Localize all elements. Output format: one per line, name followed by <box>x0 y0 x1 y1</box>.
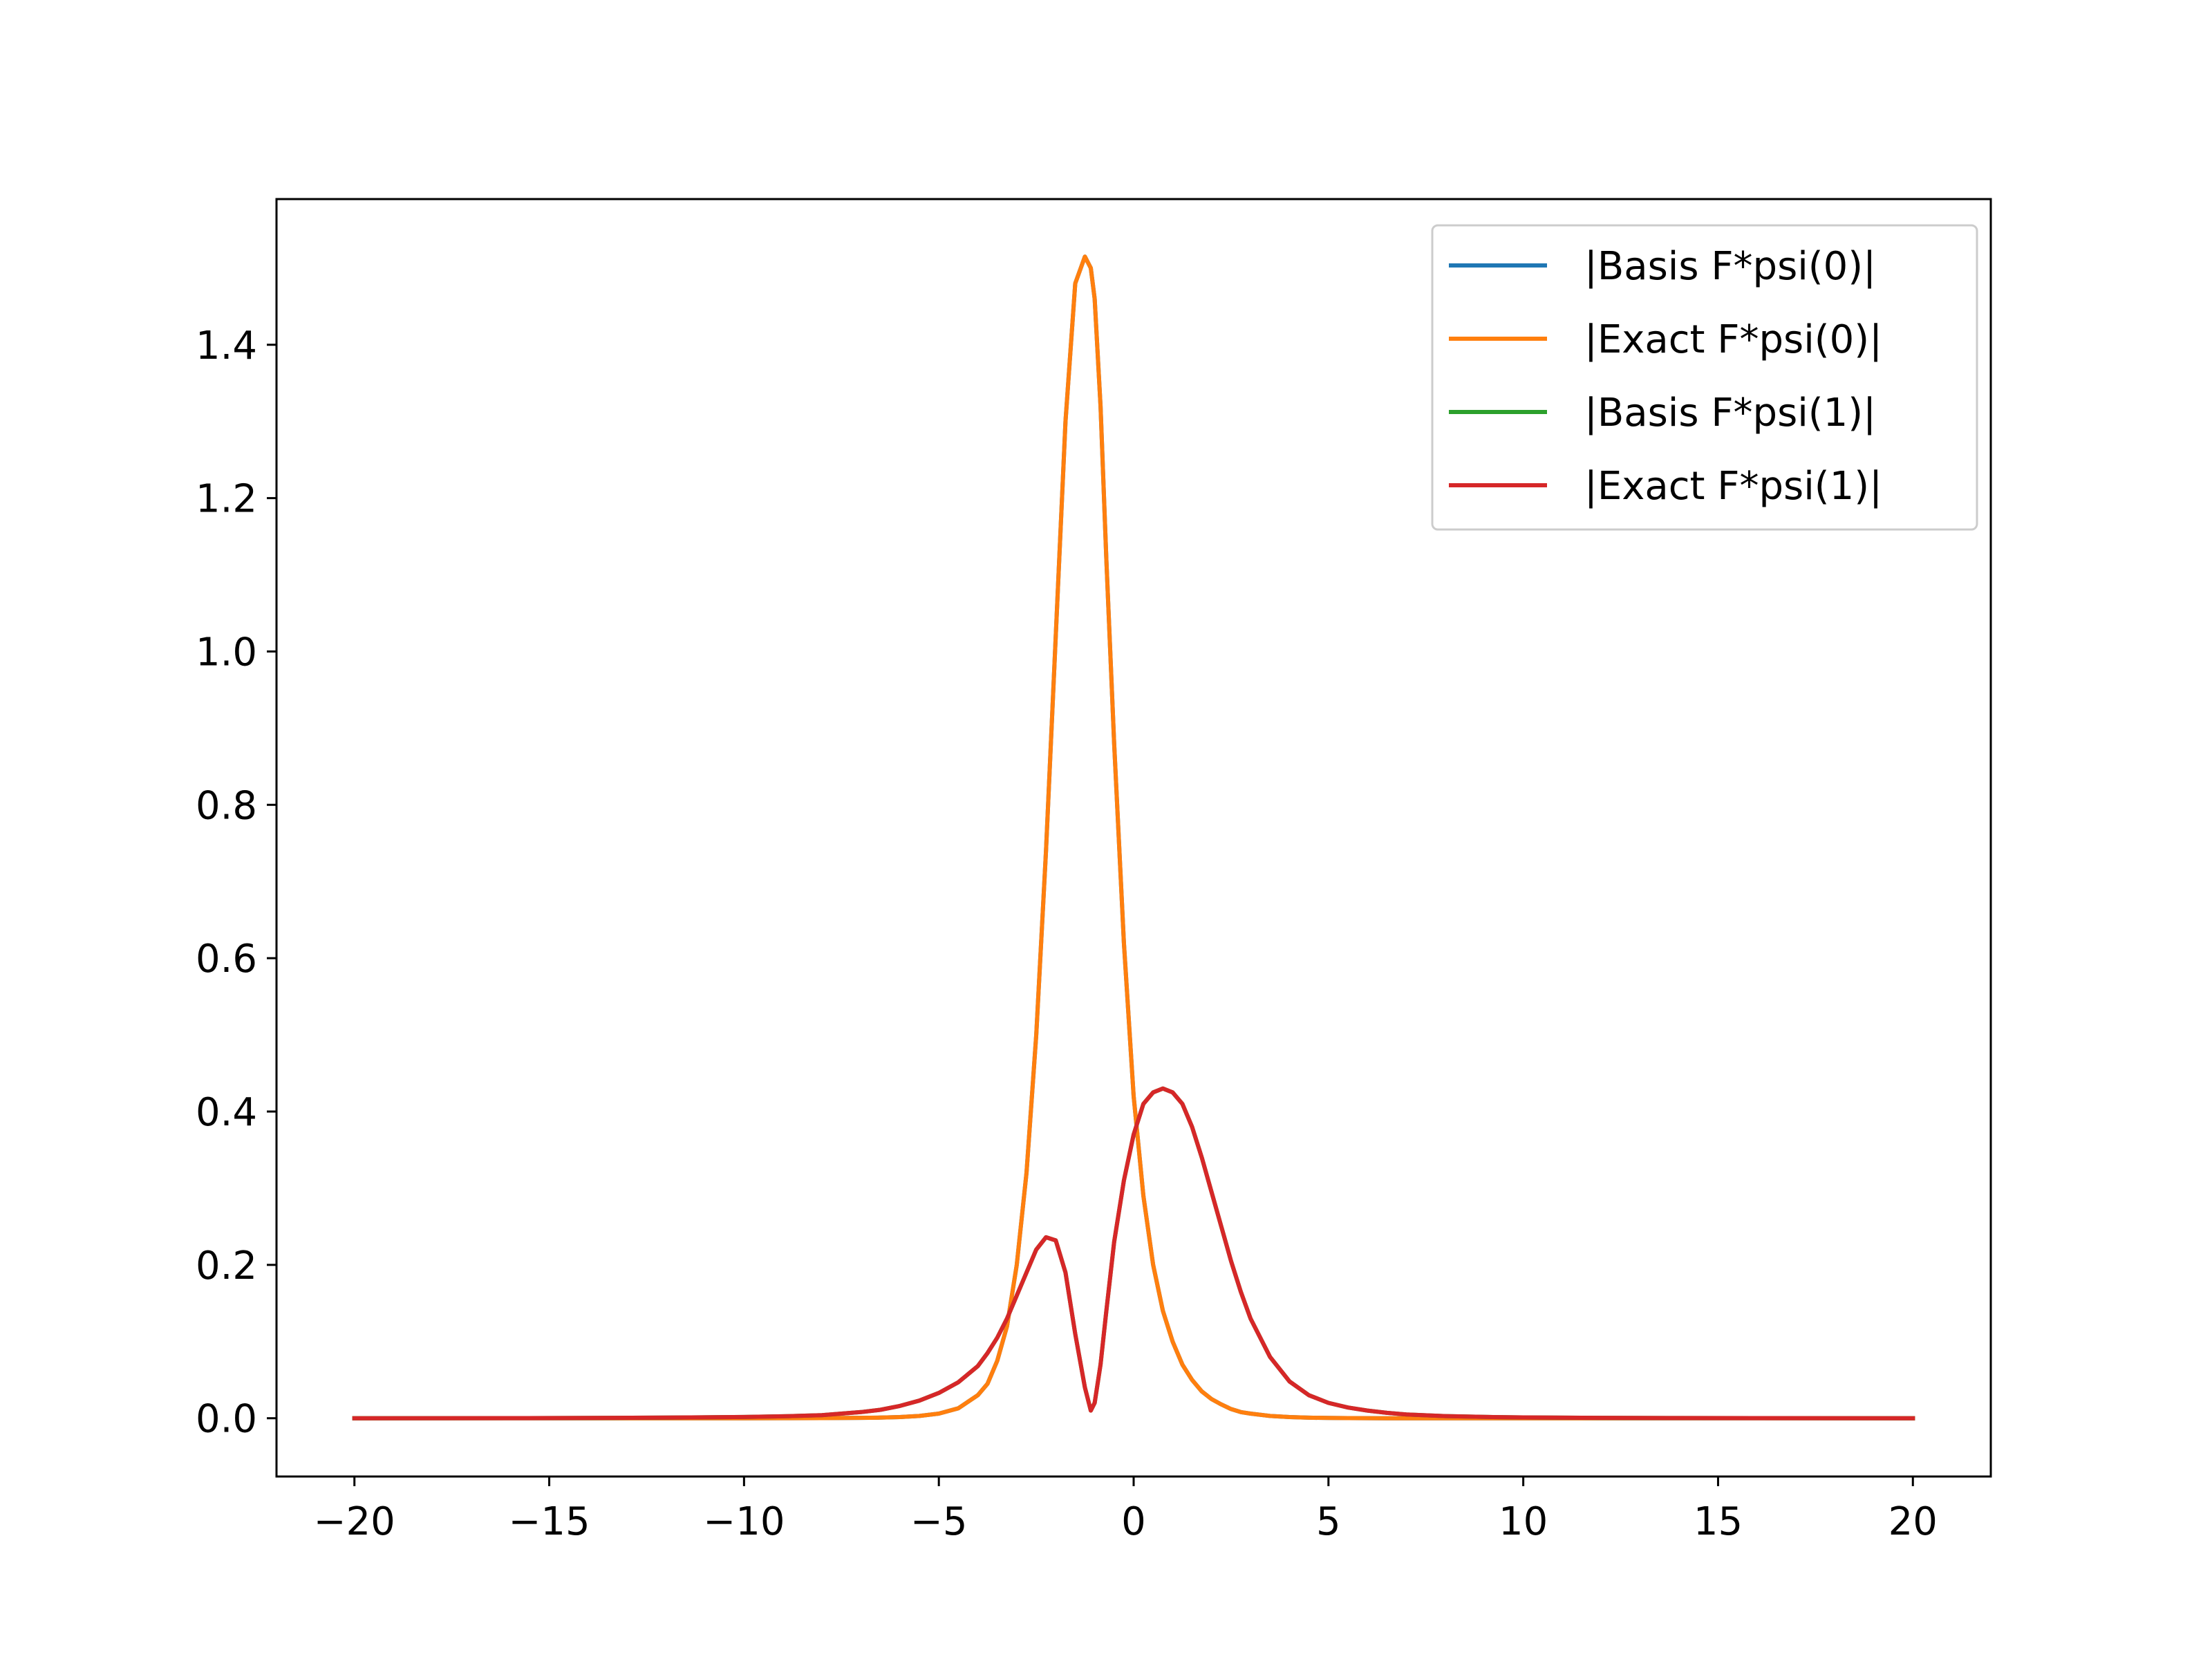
legend-box <box>1431 224 1978 531</box>
series-line-1 <box>352 254 1915 1421</box>
legend-label-1: |Exact F*psi(0)| <box>1584 317 1882 362</box>
legend-label-2: |Basis F*psi(1)| <box>1584 391 1876 435</box>
x-tick-label: −20 <box>314 1499 395 1544</box>
legend-label-3: |Exact F*psi(1)| <box>1584 464 1882 509</box>
x-tick-label: 10 <box>1499 1499 1548 1544</box>
y-axis: 0.0 0.2 0.4 0.6 0.8 1.0 1.2 1.4 <box>196 324 276 1442</box>
x-axis: −20 −15 −10 −5 0 5 10 15 20 <box>314 1477 1938 1544</box>
y-tick-label: 0.2 <box>196 1244 257 1288</box>
x-tick-label: −5 <box>910 1499 968 1544</box>
y-tick-label: 0.4 <box>196 1090 257 1135</box>
x-tick-label: 0 <box>1121 1499 1146 1544</box>
y-tick-label: 0.8 <box>196 783 257 828</box>
y-tick-label: 1.4 <box>196 324 257 368</box>
legend: |Basis F*psi(0)| |Exact F*psi(0)| |Basis F… <box>1431 224 1978 531</box>
y-tick-label: 0.6 <box>196 937 257 982</box>
x-tick-label: −15 <box>508 1499 590 1544</box>
x-tick-label: −10 <box>703 1499 785 1544</box>
x-tick-label: 15 <box>1694 1499 1743 1544</box>
series-line-3 <box>352 1086 1915 1421</box>
x-tick-label: 5 <box>1316 1499 1341 1544</box>
y-tick-label: 1.0 <box>196 630 257 675</box>
series-layer <box>352 254 1915 1421</box>
x-tick-label: 20 <box>1888 1499 1938 1544</box>
y-tick-label: 0.0 <box>196 1397 257 1442</box>
legend-label-0: |Basis F*psi(0)| <box>1584 244 1876 289</box>
y-tick-label: 1.2 <box>196 477 257 522</box>
